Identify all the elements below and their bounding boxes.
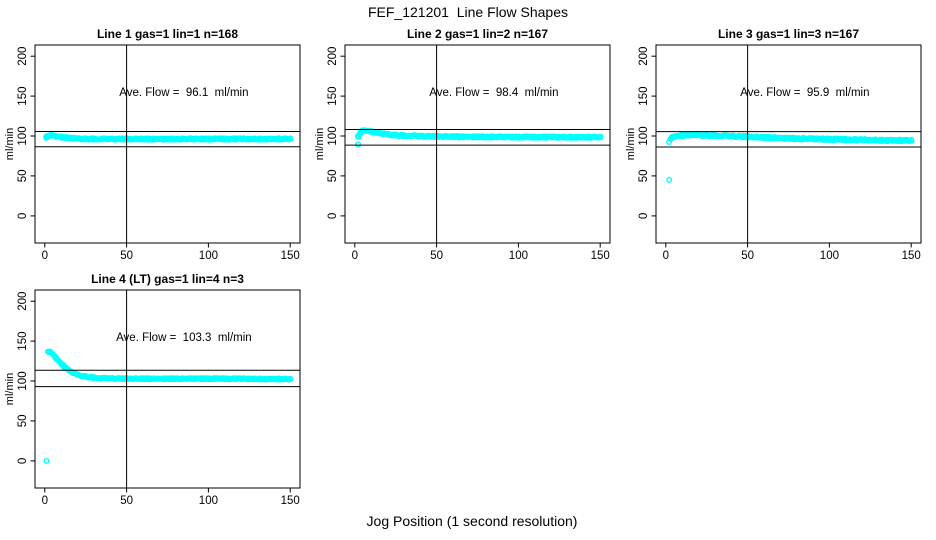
y-tick-label: 100 — [17, 126, 29, 145]
x-tick-label: 50 — [741, 250, 754, 262]
y-tick-label: 200 — [17, 292, 29, 311]
y-tick-label: 0 — [327, 213, 339, 219]
y-axis-title: ml/min — [4, 373, 16, 405]
y-tick-label: 0 — [17, 458, 29, 464]
data-point-marker — [287, 376, 294, 382]
ave-flow-annotation: Ave. Flow = 98.4 ml/min — [429, 87, 558, 99]
flow-points — [354, 127, 604, 148]
outlier-point-marker — [355, 141, 362, 148]
panel-title: Line 3 gas=1 lin=3 n=167 — [718, 27, 859, 41]
panel-3: 0 50 100 150 0 50 100 150 200 ml/min Line 3 gas=1 … — [625, 27, 922, 262]
x-tick-label: 50 — [430, 250, 443, 262]
plot-box — [344, 44, 611, 244]
x-tick-label: 100 — [820, 250, 839, 262]
x-tick-label: 100 — [199, 250, 218, 262]
y-tick-label: 200 — [17, 47, 29, 66]
panel-2: 0 50 100 150 0 50 100 150 200 ml/min Line 2 gas=1 … — [314, 27, 611, 262]
panel-title: Line 2 gas=1 lin=2 n=167 — [407, 27, 548, 41]
x-tick-label: 0 — [352, 250, 358, 262]
y-tick-label: 100 — [17, 371, 29, 390]
ave-flow-annotation: Ave. Flow = 103.3 ml/min — [116, 332, 252, 344]
y-tick-label: 50 — [17, 170, 29, 183]
ave-flow-annotation: Ave. Flow = 96.1 ml/min — [119, 87, 248, 99]
y-axis-title: ml/min — [4, 128, 16, 160]
panel-1: 0 50 100 150 0 50 100 150 200 ml/min Line 1 gas=1 … — [4, 27, 301, 262]
y-tick-label: 150 — [17, 332, 29, 351]
y-tick-label: 150 — [327, 87, 339, 106]
y-tick-label: 0 — [17, 213, 29, 219]
outlier-point-marker — [666, 176, 673, 183]
y-tick-label: 0 — [638, 213, 650, 219]
panel-title: Line 4 (LT) gas=1 lin=4 n=3 — [91, 272, 244, 286]
ave-flow-annotation: Ave. Flow = 95.9 ml/min — [740, 87, 869, 99]
data-point-marker — [287, 135, 294, 142]
panel-4: 0 50 100 150 0 50 100 150 200 ml/min Line 4 (LT) g… — [4, 272, 301, 507]
y-tick-label: 100 — [638, 126, 650, 145]
y-tick-label: 100 — [327, 126, 339, 145]
flow-points — [43, 131, 294, 143]
data-point-marker — [597, 134, 604, 140]
x-tick-label: 150 — [281, 495, 300, 507]
plot-box — [34, 44, 301, 244]
y-tick-label: 150 — [638, 87, 650, 106]
x-tick-label: 0 — [42, 495, 48, 507]
outlier-point-marker — [43, 457, 50, 464]
y-axis-title: ml/min — [314, 128, 326, 160]
y-axis-title: ml/min — [625, 128, 637, 160]
x-tick-label: 150 — [902, 250, 921, 262]
x-tick-label: 50 — [120, 495, 133, 507]
flow-points — [43, 348, 294, 464]
data-point-marker — [908, 137, 915, 144]
x-tick-label: 150 — [281, 250, 300, 262]
x-tick-label: 100 — [199, 495, 218, 507]
x-tick-label: 0 — [663, 250, 669, 262]
y-tick-label: 50 — [327, 170, 339, 183]
plot-box — [655, 44, 922, 244]
x-tick-label: 0 — [42, 250, 48, 262]
y-tick-label: 150 — [17, 87, 29, 106]
x-axis-label: Jog Position (1 second resolution) — [366, 513, 578, 529]
y-tick-label: 50 — [17, 415, 29, 428]
y-tick-label: 50 — [638, 170, 650, 183]
y-tick-label: 200 — [638, 47, 650, 66]
y-tick-label: 200 — [327, 47, 339, 66]
figure-title: FEF_121201 Line Flow Shapes — [367, 4, 568, 20]
panel-title: Line 1 gas=1 lin=1 n=168 — [97, 27, 238, 41]
x-tick-label: 150 — [591, 250, 610, 262]
x-tick-label: 100 — [509, 250, 528, 262]
x-tick-label: 50 — [120, 250, 133, 262]
outlier-point-marker — [666, 138, 673, 145]
flow-points — [666, 131, 915, 183]
plot-box — [34, 289, 301, 489]
